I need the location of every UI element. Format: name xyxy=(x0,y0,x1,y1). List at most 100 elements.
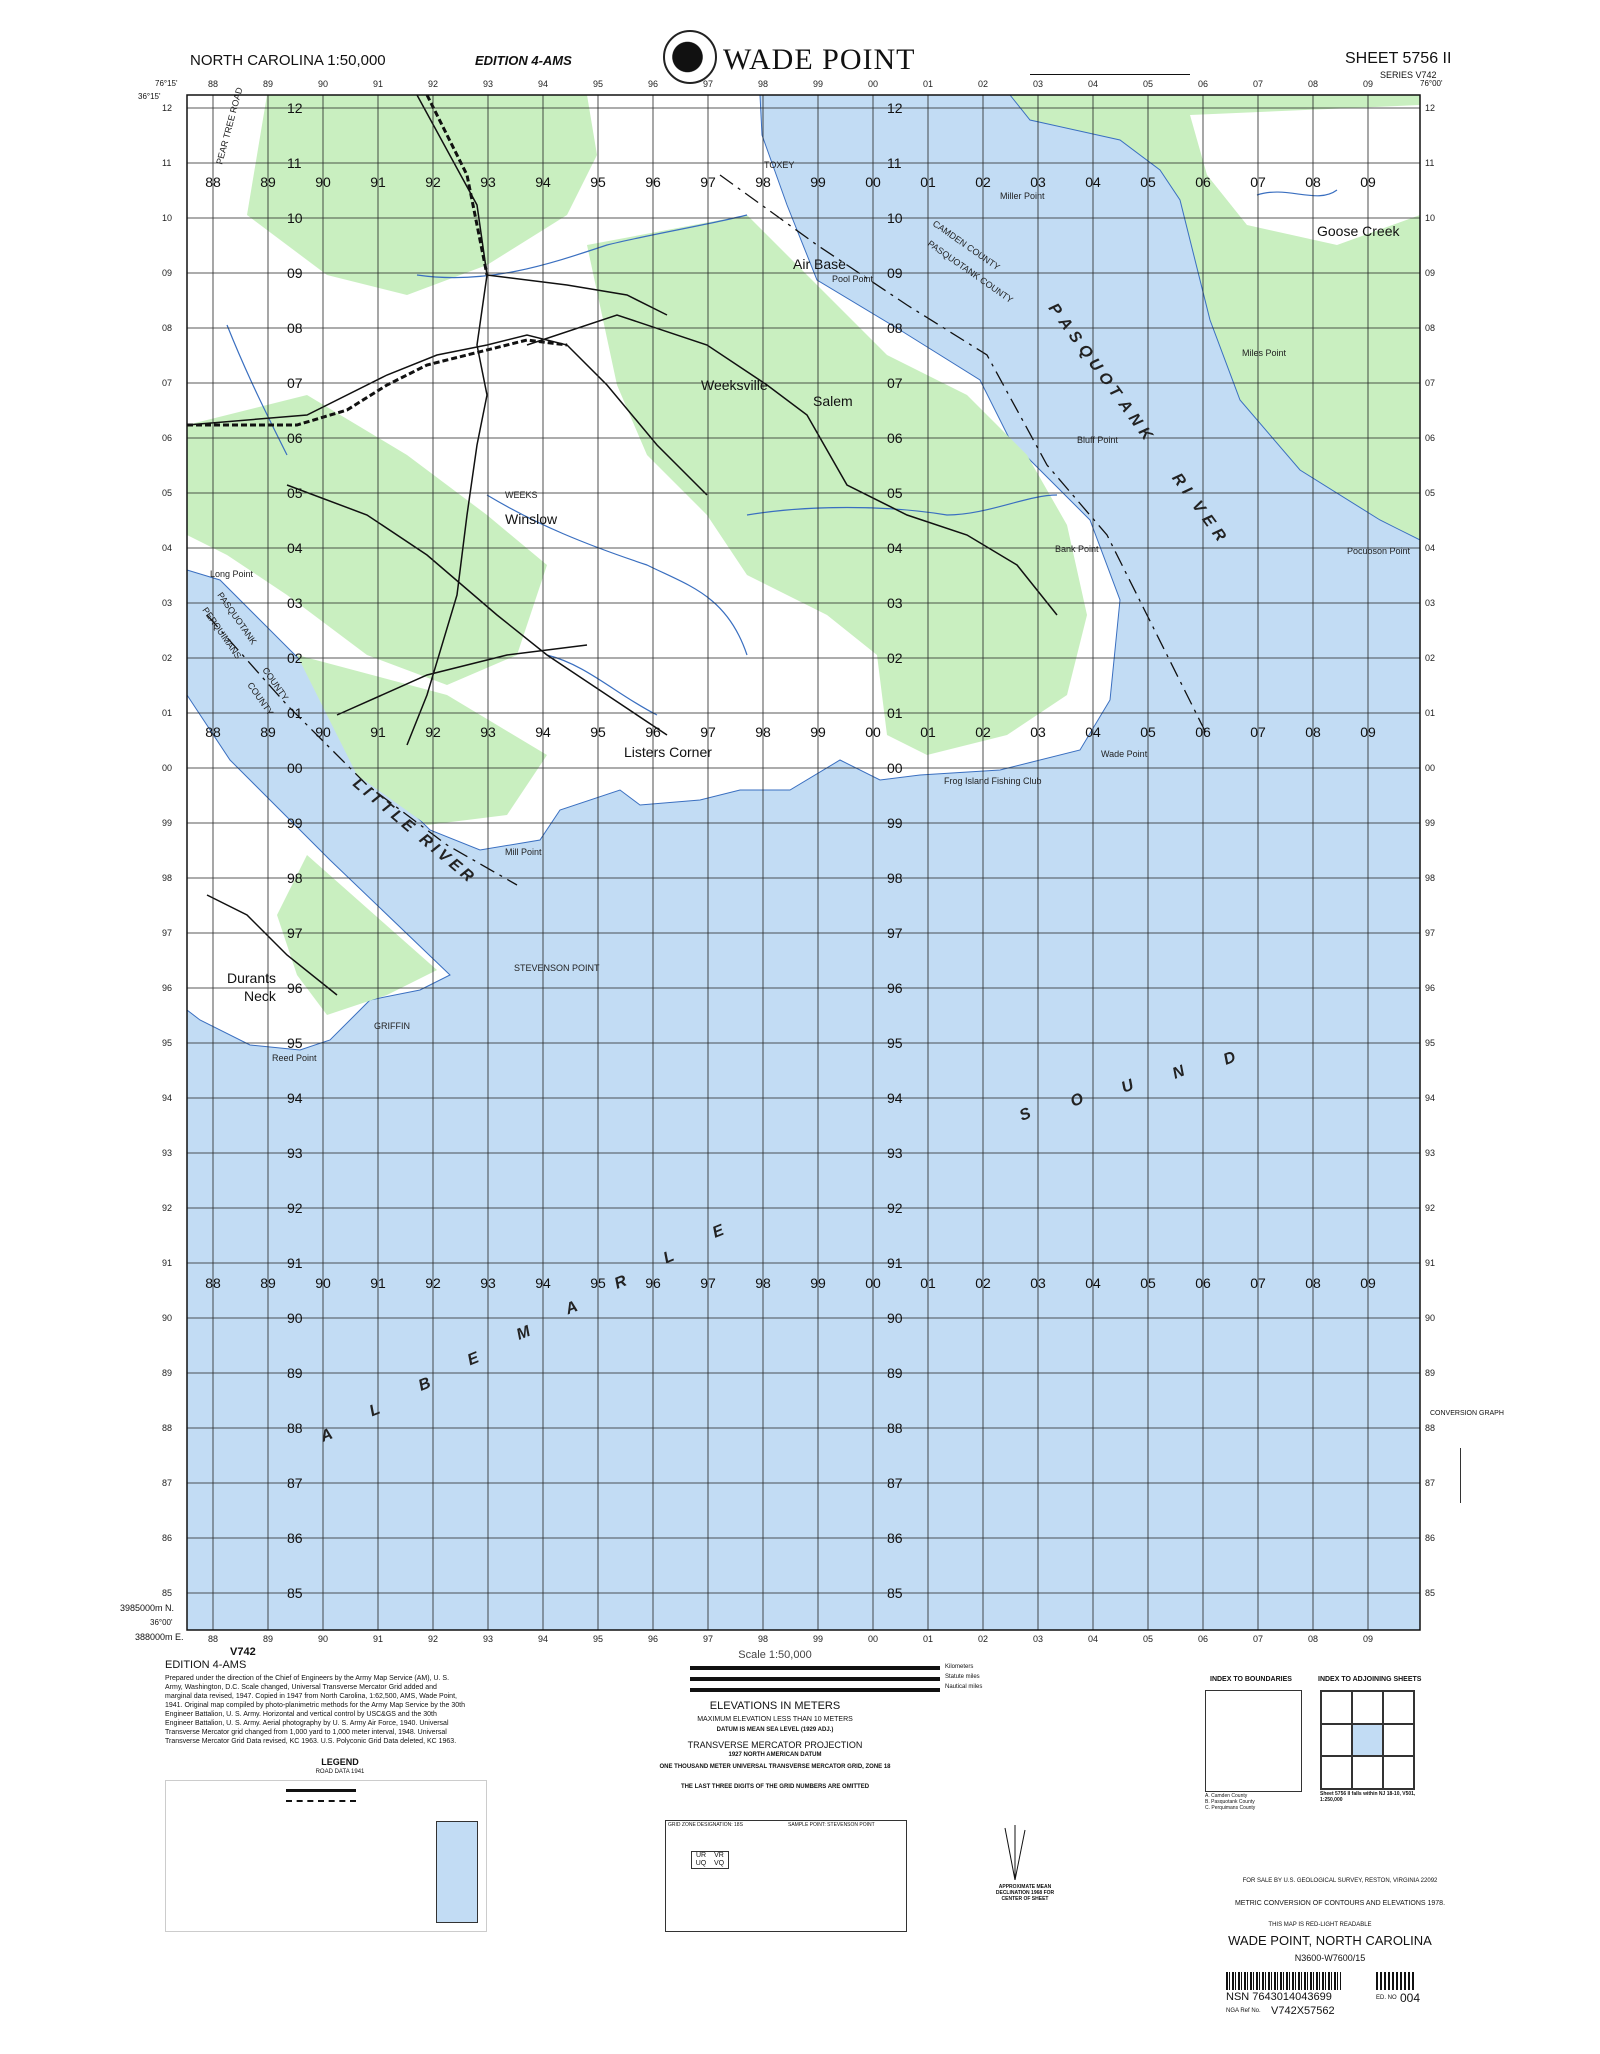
easting-margin-label: 06 xyxy=(1198,1634,1208,1644)
index-boundaries-title: INDEX TO BOUNDARIES xyxy=(1210,1676,1292,1683)
easting-label: 00 xyxy=(865,724,881,740)
northing-label: 86 xyxy=(887,1530,903,1546)
easting-label: 90 xyxy=(315,724,331,740)
easting-margin-label: 03 xyxy=(1033,79,1043,89)
northing-label: 96 xyxy=(887,980,903,996)
easting-label: 01 xyxy=(920,1275,936,1291)
northing-label: 93 xyxy=(887,1145,903,1161)
easting-label: 04 xyxy=(1085,1275,1101,1291)
northing-label: 90 xyxy=(287,1310,303,1326)
northing-margin-label: 05 xyxy=(162,488,172,498)
northing-margin-label: 87 xyxy=(162,1478,172,1488)
state-scale: NORTH CAROLINA 1:50,000 xyxy=(190,52,386,69)
northing-label: 12 xyxy=(887,100,903,116)
index-sheets-title: INDEX TO ADJOINING SHEETS xyxy=(1318,1676,1422,1683)
declination-title: APPROXIMATE MEAN DECLINATION 1968 FOR CE… xyxy=(995,1884,1055,1902)
corner-nw: 76°15' xyxy=(155,79,178,88)
unit-nautical-miles: Nautical miles xyxy=(945,1684,983,1690)
easting-label: 09 xyxy=(1360,1275,1376,1291)
northing-label: 85 xyxy=(287,1585,303,1601)
place-label: Air Base xyxy=(793,256,846,272)
topographic-map[interactable]: 88 88 88 88 88 89 89 89 89 89 90 90 90 90 90 91 91 91 91 91… xyxy=(162,79,1435,1644)
sheet-note: Sheet 5756 II falls within NJ 18-10, V50… xyxy=(1320,1791,1416,1803)
ed-no: 004 xyxy=(1400,1991,1421,2005)
northing-margin-label: 08 xyxy=(162,323,172,333)
grid-numbers: 88 88 88 88 88 89 89 89 89 89 90 90 90 90 90 91 91 91 91 91… xyxy=(162,79,1435,1644)
northing-label: 94 xyxy=(287,1090,303,1106)
easting-label: 97 xyxy=(700,1275,716,1291)
easting-margin-label: 89 xyxy=(263,79,273,89)
northing-margin-label: 91 xyxy=(162,1258,172,1268)
easting-label: 06 xyxy=(1195,1275,1211,1291)
easting-label: 93 xyxy=(480,174,496,190)
easting-label: 01 xyxy=(920,174,936,190)
northing-label: 88 xyxy=(287,1420,303,1436)
minor-place-label: Frog Island Fishing Club xyxy=(944,776,1042,786)
northing-margin-label: 07 xyxy=(162,378,172,388)
northing-label: 11 xyxy=(287,155,302,171)
easting-label: 07 xyxy=(1250,174,1266,190)
place-label: Goose Creek xyxy=(1317,223,1400,239)
preparation-note: Prepared under the direction of the Chie… xyxy=(165,1675,465,1745)
northing-label: 00 xyxy=(287,760,303,776)
northing-margin-label: 05 xyxy=(1425,488,1435,498)
northing-margin-label: 88 xyxy=(1425,1423,1435,1433)
northing-label: 05 xyxy=(287,485,303,501)
green-area xyxy=(247,95,597,295)
easting-margin-label: 09 xyxy=(1363,1634,1373,1644)
northing-label: 03 xyxy=(887,595,903,611)
declination-diagram-icon xyxy=(985,1820,1045,1881)
easting-margin-label: 01 xyxy=(923,1634,933,1644)
square-id: UR xyxy=(695,1852,707,1859)
easting-margin-label: 02 xyxy=(978,1634,988,1644)
utm-grid xyxy=(187,95,1420,1630)
northing-label: 08 xyxy=(287,320,303,336)
red-light-note: THIS MAP IS RED-LIGHT READABLE xyxy=(1268,1922,1372,1928)
northing-label: 07 xyxy=(887,375,903,391)
northing-margin-label: 04 xyxy=(162,543,172,553)
northing-label: 09 xyxy=(287,265,303,281)
series-code: V742 xyxy=(230,1646,256,1658)
sample-point: SAMPLE POINT: STEVENSON POINT xyxy=(788,1822,875,1828)
minor-place-label: WEEKS xyxy=(505,490,538,500)
northing-margin-label: 96 xyxy=(162,983,172,993)
northing-margin-label: 99 xyxy=(162,818,172,828)
green-area xyxy=(187,395,547,685)
easting-label: 91 xyxy=(370,1275,386,1291)
northing-margin-label: 95 xyxy=(1425,1038,1435,1048)
easting-label: 95 xyxy=(590,1275,606,1291)
northing-label: 98 xyxy=(887,870,903,886)
horizontal-datum: 1927 NORTH AMERICAN DATUM xyxy=(728,1752,822,1758)
easting-label: 02 xyxy=(975,724,991,740)
northing-margin-label: 97 xyxy=(1425,928,1435,938)
easting-label: 89 xyxy=(260,724,276,740)
northing-label: 11 xyxy=(887,155,902,171)
easting-label: 94 xyxy=(535,174,551,190)
easting-label: 96 xyxy=(645,724,661,740)
northing-label: 05 xyxy=(887,485,903,501)
adjoining-sheets-index xyxy=(1320,1690,1415,1790)
easting-margin-label: 09 xyxy=(1363,79,1373,89)
northing-label: 92 xyxy=(887,1200,903,1216)
northing-label: 89 xyxy=(287,1365,303,1381)
northing-margin-label: 90 xyxy=(162,1313,172,1323)
easting-margin-label: 05 xyxy=(1143,79,1153,89)
northing-margin-label: 12 xyxy=(162,103,172,113)
easting-label: 88 xyxy=(205,174,221,190)
easting-margin-label: 98 xyxy=(758,79,768,89)
edition-footer: EDITION 4-AMS xyxy=(165,1659,247,1671)
edition-barcode xyxy=(1376,1972,1414,1990)
easting-margin-label: 02 xyxy=(978,79,988,89)
northing-margin-label: 09 xyxy=(162,268,172,278)
square-id: VQ xyxy=(713,1860,725,1868)
easting-label: 03 xyxy=(1030,724,1046,740)
northing-margin-label: 85 xyxy=(1425,1588,1435,1598)
place-label: Neck xyxy=(244,988,277,1004)
easting-label: 97 xyxy=(700,174,716,190)
easting-label: 00 xyxy=(865,1275,881,1291)
elevations-label: ELEVATIONS IN METERS xyxy=(709,1700,841,1712)
place-label: Durants xyxy=(227,970,276,986)
easting-margin-label: 04 xyxy=(1088,1634,1098,1644)
nga-ref-label: NGA Ref No. xyxy=(1226,2008,1261,2014)
boundary-key: C. Perquimans County xyxy=(1205,1805,1256,1811)
